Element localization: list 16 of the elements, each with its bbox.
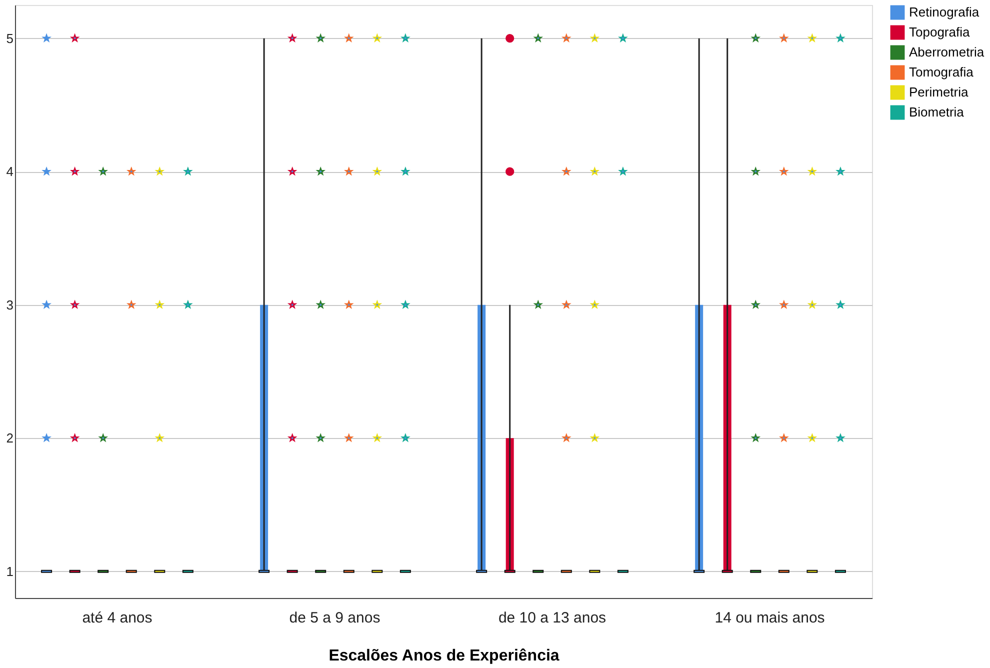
y-tick-label: 1 xyxy=(6,564,14,579)
x-axis-title: Escalões Anos de Experiência xyxy=(328,648,560,664)
legend-label: Topografia xyxy=(909,24,970,40)
x-tick-label: de 10 a 13 anos xyxy=(498,610,606,626)
legend-label: Retinografia xyxy=(909,4,980,20)
y-tick-label: 4 xyxy=(6,164,14,180)
x-tick-label: 14 ou mais anos xyxy=(714,610,825,626)
legend-label: Aberrometria xyxy=(909,44,985,60)
legend-label: Perimetria xyxy=(909,84,970,100)
legend-label: Tomografia xyxy=(909,64,974,80)
y-tick-label: 2 xyxy=(6,430,14,446)
legend-label: Biometria xyxy=(909,104,965,120)
y-tick-label: 5 xyxy=(6,30,14,46)
y-tick-label: 3 xyxy=(6,297,14,312)
x-tick-label: de 5 a 9 anos xyxy=(289,610,380,626)
x-tick-label: até 4 anos xyxy=(82,610,152,626)
